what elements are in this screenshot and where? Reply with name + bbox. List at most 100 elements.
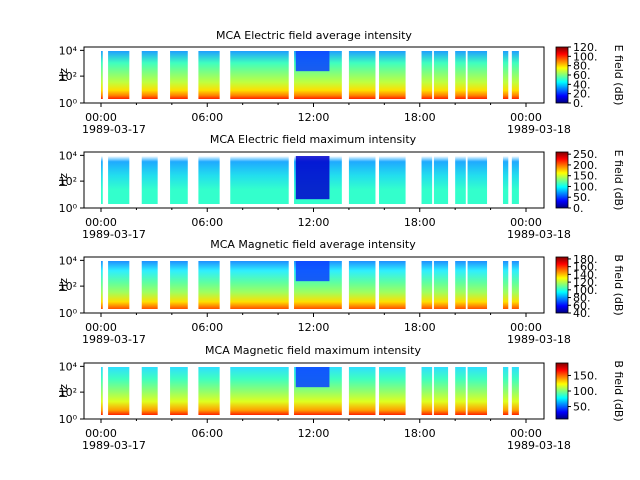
data-block <box>433 156 449 204</box>
y-tick-label: 10⁴ <box>59 149 78 162</box>
x-tick-label: 00:00 <box>85 321 117 334</box>
x-tick-label: 00:00 <box>510 216 542 229</box>
data-block <box>502 156 509 204</box>
data-block <box>511 261 519 309</box>
data-block <box>198 367 220 415</box>
colorbar-tick-label: 150. <box>573 369 598 382</box>
colorbar-tick-label: 180. <box>573 253 598 266</box>
data-block <box>170 156 188 204</box>
y-axis: 10⁰ 10² 10⁴ <box>59 44 84 110</box>
heatmap-blocks <box>101 261 519 309</box>
data-block <box>101 261 103 309</box>
data-block <box>455 156 466 204</box>
data-block <box>101 156 103 204</box>
colorbar-tick-label: 80. <box>573 60 591 73</box>
y-axis: 10⁰ 10² 10⁴ <box>59 254 84 320</box>
data-block <box>230 51 289 99</box>
panel-title: MCA Electric field average intensity <box>216 29 412 42</box>
data-block <box>421 367 433 415</box>
data-block <box>433 367 449 415</box>
y-tick-label: 10⁴ <box>59 360 78 373</box>
y-axis: 10⁰ 10² 10⁴ <box>59 149 84 215</box>
x-tick-label: 18:00 <box>404 321 436 334</box>
data-block <box>348 261 376 309</box>
data-block <box>170 261 188 309</box>
colorbar: 40.60.80.100.120.140.160.180. <box>555 253 598 320</box>
colorbar: 0.50.100.150.200.250. <box>555 148 598 215</box>
x-tick-label: 12:00 <box>298 216 330 229</box>
data-block <box>467 261 488 309</box>
x-tick-label: 06:00 <box>191 216 223 229</box>
x-date-label: 1989-03-18 <box>507 123 571 136</box>
data-block <box>433 51 449 99</box>
x-tick-label: 12:00 <box>298 321 330 334</box>
colorbar-tick-label: 0. <box>573 202 584 215</box>
colorbar-tick-label: 100. <box>573 180 598 193</box>
data-block <box>230 261 289 309</box>
data-block <box>502 261 509 309</box>
x-tick-label: 12:00 <box>298 111 330 124</box>
colorbar-tick-label: 120. <box>573 41 598 54</box>
colorbar-tick-label: 20. <box>573 88 591 101</box>
x-tick-label: 00:00 <box>85 111 117 124</box>
colorbar-tick-label: 160. <box>573 261 598 274</box>
x-tick-label: 06:00 <box>191 427 223 440</box>
x-tick-label: 18:00 <box>404 216 436 229</box>
x-tick-label: 00:00 <box>510 427 542 440</box>
data-block <box>511 51 519 99</box>
panel-magnetic-maximum: MCA Magnetic field maximum intensity 10⁰… <box>57 344 625 452</box>
data-block <box>141 51 158 99</box>
colorbar-tick-label: 140. <box>573 268 598 281</box>
y-tick-label: 10⁰ <box>59 413 78 426</box>
colorbar-gradient <box>555 256 569 314</box>
x-tick-label: 18:00 <box>404 111 436 124</box>
data-block <box>101 51 103 99</box>
data-block <box>101 367 103 415</box>
data-block <box>421 261 433 309</box>
data-block <box>467 51 488 99</box>
x-tick-label: 06:00 <box>191 111 223 124</box>
colorbar-tick-label: 50. <box>573 401 591 414</box>
colorbar-tick-label: 120. <box>573 276 598 289</box>
panel-magnetic-average: MCA Magnetic field average intensity 10⁰… <box>57 238 625 346</box>
y-tick-label: 10⁰ <box>59 307 78 320</box>
colorbar-tick-label: 80. <box>573 292 591 305</box>
data-block <box>379 156 406 204</box>
data-block <box>433 261 449 309</box>
data-block <box>502 51 509 99</box>
y-tick-label: 10² <box>59 70 77 83</box>
colorbar-tick-label: 60. <box>573 69 591 82</box>
heatmap-blocks <box>101 367 519 415</box>
data-block <box>511 367 519 415</box>
x-date-label: 1989-03-18 <box>507 333 571 346</box>
data-block <box>198 156 220 204</box>
heatmap-blocks <box>101 156 519 204</box>
low-intensity-region <box>295 156 330 200</box>
colorbar-label: E field (dB) <box>612 45 625 106</box>
colorbar-tick-label: 100. <box>573 284 598 297</box>
panel-title: MCA Magnetic field average intensity <box>210 238 416 251</box>
data-block <box>108 51 130 99</box>
colorbar-tick-label: 100. <box>573 385 598 398</box>
data-block <box>421 156 433 204</box>
colorbar-tick-label: 40. <box>573 307 591 320</box>
colorbar-gradient <box>555 362 569 420</box>
colorbar: 0.20.40.60.80.100.120. <box>555 41 598 110</box>
y-tick-label: 10⁰ <box>59 202 78 215</box>
data-block <box>421 51 433 99</box>
colorbar-gradient <box>555 151 569 209</box>
y-axis-label: Hz <box>57 384 70 398</box>
data-block <box>198 51 220 99</box>
data-block <box>348 51 376 99</box>
panel-electric-average: MCA Electric field average intensity 10⁰… <box>57 29 625 136</box>
data-block <box>379 51 406 99</box>
data-block <box>502 367 509 415</box>
low-intensity-region <box>295 51 330 72</box>
panel-electric-maximum: MCA Electric field maximum intensity 10⁰… <box>57 133 625 241</box>
colorbar-tick-label: 0. <box>573 97 584 110</box>
data-block <box>108 367 130 415</box>
panel-title: MCA Electric field maximum intensity <box>210 133 417 146</box>
